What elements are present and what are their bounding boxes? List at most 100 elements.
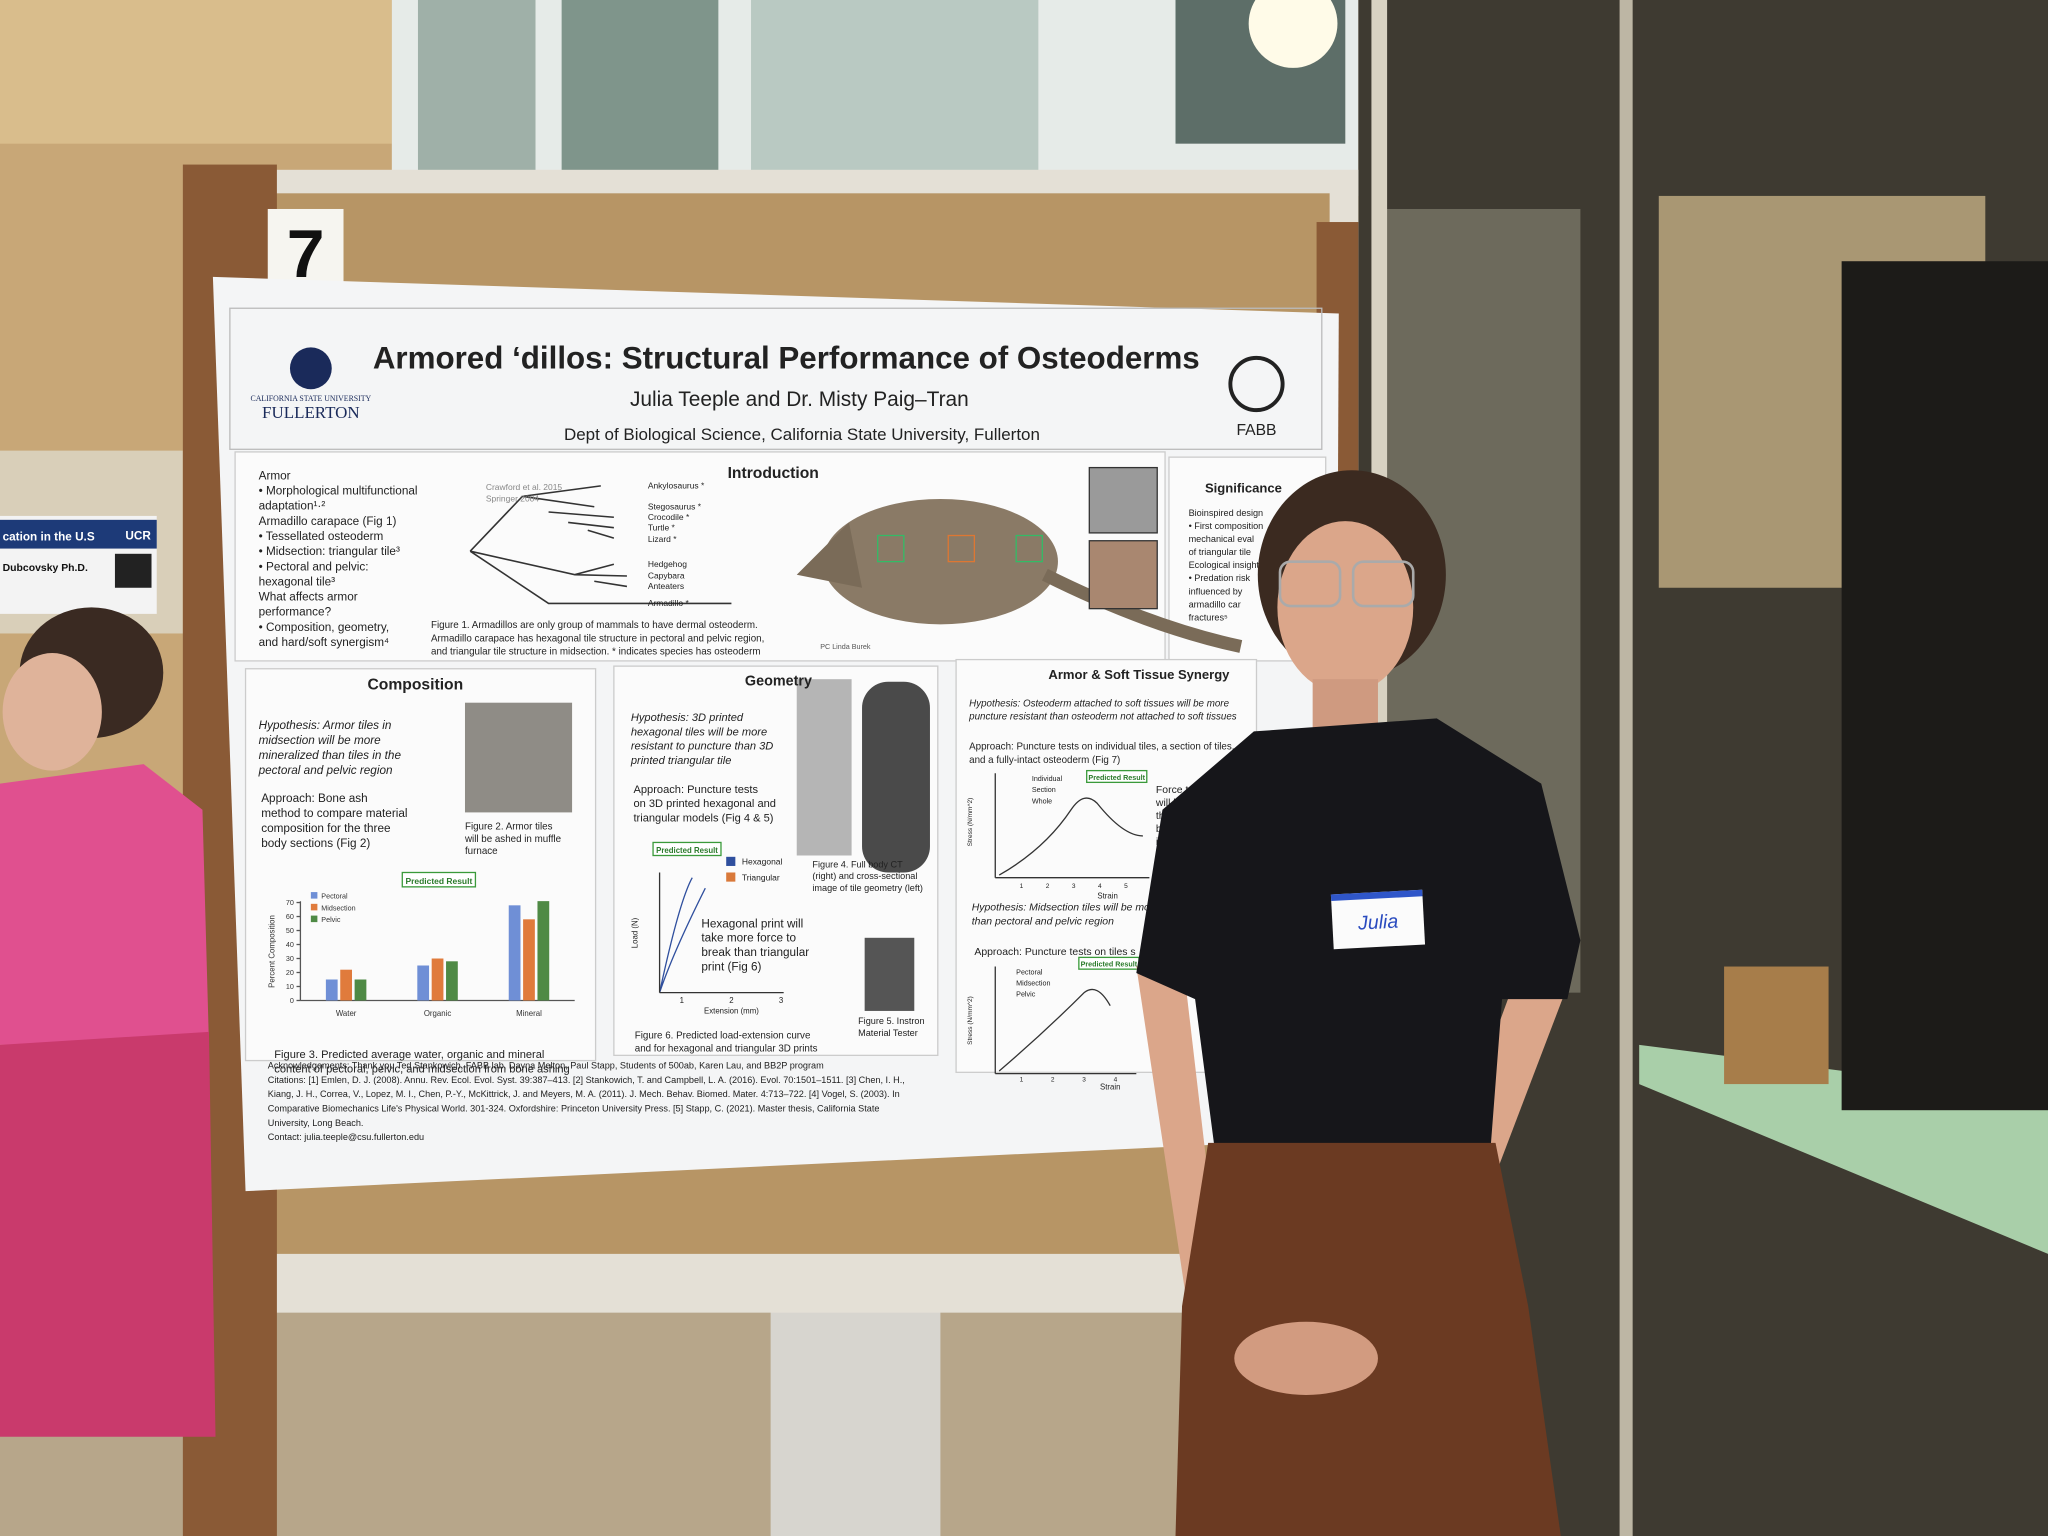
poster-text: Armadillo * [648, 598, 690, 608]
poster-text: Crocodile * [648, 512, 690, 522]
name-tag-band [1330, 889, 1423, 902]
poster-text: mechanical eval [1189, 534, 1254, 544]
ceiling [0, 0, 392, 144]
poster-text: midsection will be more [259, 734, 382, 747]
poster-text: CALIFORNIA STATE UNIVERSITY [250, 394, 371, 403]
legend-label: Midsection [321, 904, 355, 912]
poster-text: Julia Teeple and Dr. Misty Paig–Tran [630, 388, 969, 411]
poster-text: mineralized than tiles in the [259, 749, 402, 762]
armadillo [822, 498, 1058, 625]
tick-label: 1 [1020, 1076, 1024, 1083]
axis-label: Stress (N/mm^2) [967, 798, 974, 847]
poster-text: armadillo car [1189, 599, 1241, 609]
tick-label: 3 [1072, 883, 1076, 890]
predicted-badge [652, 841, 722, 857]
poster-text: UCR [125, 529, 151, 542]
poster-text: and triangular tile structure in midsect… [431, 646, 760, 657]
poster-text: Contact: julia.teeple@csu.fullerton.edu [268, 1132, 424, 1142]
y-tick-label: 30 [286, 955, 294, 963]
window-pane [751, 0, 1039, 183]
number-card [267, 208, 344, 290]
bar [523, 919, 535, 1001]
poster-text: • Composition, geometry, [259, 621, 390, 634]
poster-text: • First composition [1189, 521, 1264, 531]
poster-text: • Midsection: triangular tile³ [259, 545, 400, 558]
left-poster-banner [0, 519, 157, 549]
armadillo-head [796, 522, 863, 588]
tile-marker [1015, 534, 1043, 563]
poster-text: Hedgehog [648, 559, 687, 569]
tick-label: 2 [729, 996, 733, 1005]
poster-text: composition for the three [261, 822, 391, 835]
poster-text: Triangular [742, 872, 780, 882]
tri-tile-image [1088, 540, 1158, 610]
poster-text: Hypothesis: Midsection tiles will be mo [972, 902, 1150, 913]
poster-text: image of tile geometry (left) [812, 883, 923, 893]
legend-swatch [310, 903, 318, 911]
poster-text: Predicted Result [405, 876, 472, 886]
y-tick-label: 50 [286, 927, 294, 935]
axis-label: Stress (N/mm^2) [967, 996, 974, 1045]
poster-text: Hypothesis: Osteoderm attached to soft t… [969, 699, 1229, 710]
bar [340, 969, 352, 1001]
poster-text: FABB [1236, 422, 1276, 439]
poster-text: on 3D printed hexagonal and [633, 798, 775, 810]
stress-curve [998, 988, 1111, 1072]
poster-text: Approach: Puncture tests on individual t… [969, 742, 1234, 753]
poster-text: pectoral and pelvic region [258, 764, 393, 777]
poster-text: Armor [259, 469, 291, 482]
lab-logo [1228, 355, 1285, 413]
tick-label: 4 [1114, 1076, 1118, 1083]
poster-text: Armadillo carapace has hexagonal tile st… [431, 633, 764, 644]
bar [508, 905, 521, 1001]
box [1724, 966, 1829, 1085]
legend-label: Pectoral [321, 893, 348, 901]
load-curve [658, 877, 706, 993]
poster-text: PC Linda Burek [820, 643, 871, 651]
pink-dress [0, 1031, 216, 1437]
crucible-photo [464, 702, 573, 813]
poster-text: Ecological insight [1189, 560, 1260, 570]
poster-text: Turtle * [648, 522, 676, 532]
poster-text: (right) and cross-sectional [812, 871, 917, 881]
window-pane [561, 0, 719, 183]
poster-text: Hexagonal print will [701, 917, 803, 930]
fig8-axes [994, 966, 1137, 1075]
poster-text: What affects armor [259, 591, 358, 604]
poster-text: fractures⁵ [1189, 612, 1228, 622]
poster-text: Citations: [1] Emlen, D. J. (2008). Annu… [268, 1075, 905, 1085]
poster-text: hexagonal tile³ [259, 575, 336, 588]
poster-text: furnace [465, 846, 498, 857]
poster-text: Section [1032, 786, 1056, 794]
poster-text: Stegosaurus * [648, 501, 702, 511]
poster-text: Midsection [1016, 979, 1050, 987]
foreground-text: Julia [1356, 911, 1398, 935]
glasses [1278, 560, 1342, 608]
poster-text: Acknowledgements: Thank you Ted Stankowi… [268, 1060, 824, 1070]
poster-text: take more force to [701, 932, 796, 945]
poster-text: and hard/soft synergism⁴ [259, 636, 389, 649]
cladogram [469, 485, 732, 605]
poster-text: break than triangular [701, 946, 809, 959]
poster-text: Pectoral [1016, 968, 1043, 976]
poster-text: Material Tester [858, 1028, 918, 1038]
poster-text: • Predation risk [1189, 573, 1251, 583]
window-pane [417, 0, 536, 183]
poster-text: resistant to puncture than 3D [631, 741, 773, 753]
bar [354, 979, 367, 1001]
poster-text: performance? [259, 606, 332, 619]
tick-label: 2 [1046, 883, 1050, 890]
legend-swatch [726, 872, 736, 882]
poster-text: Approach: Puncture tests on tiles s [974, 947, 1135, 958]
y-tick-label: 0 [290, 997, 294, 1005]
tick-label: 1 [680, 996, 684, 1005]
face [2, 653, 102, 771]
poster-text: Whole [1032, 797, 1052, 805]
x-tick-label: Water [336, 1009, 357, 1018]
hex-tile-image [1088, 466, 1158, 534]
poster-text: Figure 2. Armor tiles [465, 821, 553, 832]
poster-text: • Pectoral and pelvic: [259, 560, 369, 573]
tick-label: 3 [1082, 1076, 1086, 1083]
axis-label: Strain [1097, 892, 1117, 901]
poster-text: cation in the U.S [3, 531, 95, 544]
